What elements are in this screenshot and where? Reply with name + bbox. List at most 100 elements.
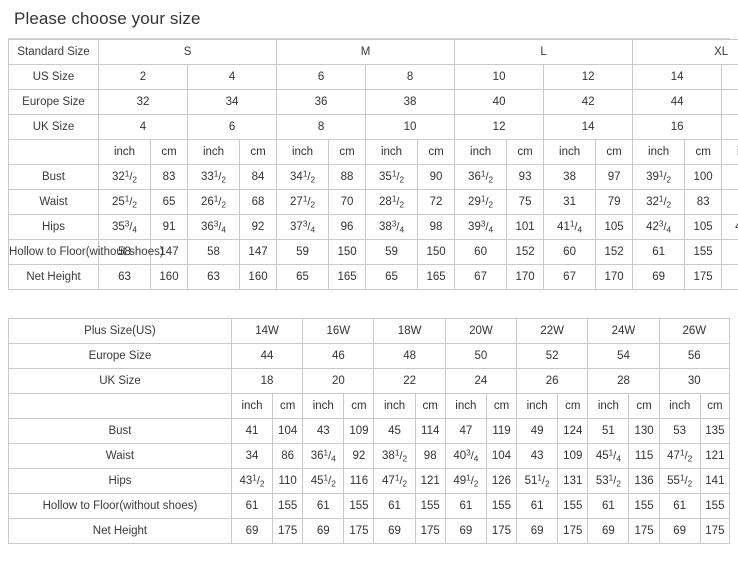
us-size-cell: 12 [543,64,634,90]
plus-net-height-inch-cell: 69 [587,518,630,544]
plus-waist-cm-cell: 98 [414,443,446,469]
plus-net-height-cm-cell: 175 [414,518,446,544]
plus-hips-inch-cell: 551/2 [658,468,701,494]
plus-waist-cm-cell: 115 [628,443,660,469]
hips-cm-cell: 91 [150,214,188,240]
us-size-cell: 16 [721,64,738,90]
plus-bust-cm-cell: 104 [272,418,304,444]
net-height-cm-cell: 170 [506,264,545,290]
table-spacer [8,290,730,318]
uk-size-row: UK Size4681012141618 [8,114,738,140]
us-size-cell: 8 [365,64,456,90]
unit-inch-header: inch [365,139,419,165]
plus-hollow-to-floor-cm-cell: 155 [414,493,446,519]
bust-inch-cell: 351/2 [365,164,419,190]
plus-bust-cm-cell: 119 [485,418,518,444]
size-group-xl: XL [632,39,738,65]
plus-plus-size-cell: 18W [373,318,446,344]
europe-size-cell: 42 [543,89,634,115]
plus-hips-inch-cell: 471/2 [373,468,416,494]
plus-hollow-to-floor-inch-cell: 61 [658,493,701,519]
plus-hips-row: Hips 431/2 110 451/2 116 471/2 121 491/2 126 511/… [8,468,731,494]
plus-waist-inch-cell: 43 [516,443,559,469]
plus-plus-size-cell: 14W [230,318,304,344]
row-label-us-size: US Size [8,64,99,90]
unit-row-label-blank [8,139,99,165]
waist-inch-cell: 34 [721,189,738,215]
plus-europe-size-cell: 50 [444,343,518,369]
size-group-l: L [454,39,634,65]
plus-europe-size-cell: 46 [302,343,375,369]
plus-unit-cm-header: cm [628,393,660,419]
waist-inch-cell: 291/2 [454,189,508,215]
waist-cm-cell: 68 [238,189,278,215]
net-height-cm-cell: 165 [417,264,456,290]
uk-size-row-plus: UK Size 18 20 22 24 26 28 30 [8,368,731,394]
net-height-cm-cell: 165 [328,264,367,290]
plus-bust-inch-cell: 41 [230,418,274,444]
plus-waist-inch-cell: 451/4 [587,443,630,469]
bust-inch-cell: 361/2 [454,164,508,190]
europe-size-row-plus: Europe Size 44 46 48 50 52 54 56 [8,343,731,369]
hips-inch-cell: 383/4 [365,214,419,240]
us-size-cell: 4 [186,64,278,90]
unit-header-row-plus: inch cm inch cm inch cm inch cm inch cm inch cm inch… [8,393,731,419]
plus-size-row-plus: Plus Size(US) 14W 16W 18W 20W 22W 24W 26W [8,318,731,344]
hips-cm-cell: 105 [684,214,723,240]
plus-bust-cm-cell: 124 [557,418,589,444]
plus-hollow-to-floor-inch-cell: 61 [516,493,559,519]
hips-cm-cell: 98 [417,214,456,240]
plus-waist-cm-cell: 104 [485,443,518,469]
size-group-m: M [276,39,456,65]
plus-europe-size-cell: 44 [230,343,304,369]
hollow-to-floor-cm-cell: 152 [506,239,545,265]
europe-size-cell: 44 [632,89,723,115]
plus-hips-inch-cell: 511/2 [516,468,559,494]
net-height-inch-cell: 67 [543,264,597,290]
hips-inch-cell: 411/4 [543,214,597,240]
hips-cm-cell: 96 [328,214,367,240]
plus-uk-size-cell: 22 [373,368,446,394]
plus-unit-cm-header: cm [343,393,375,419]
waist-cm-cell: 65 [150,189,188,215]
row-label-standard-size: Standard Size [8,39,99,65]
hips-inch-cell: 353/4 [98,214,151,240]
plus-hollow-to-floor-cm-cell: 155 [343,493,375,519]
hollow-to-floor-inch-cell: 60 [543,239,597,265]
plus-net-height-inch-cell: 69 [302,518,345,544]
unit-cm-header: cm [417,139,456,165]
plus-unit-inch-header: inch [658,393,701,419]
net-height-inch-cell: 67 [454,264,508,290]
plus-plus-size-cell: 22W [516,318,589,344]
plus-unit-inch-header: inch [516,393,559,419]
row-label-hips: Hips [8,214,99,240]
plus-net-height-cm-cell: 175 [628,518,660,544]
plus-bust-inch-cell: 51 [587,418,630,444]
bust-cm-cell: 93 [506,164,545,190]
bust-cm-cell: 88 [328,164,367,190]
plus-hips-inch-cell: 431/2 [230,468,274,494]
plus-waist-row: Waist 34 86 361/4 92 381/2 98 403/4 104 43 109 451/… [8,443,731,469]
us-size-cell: 10 [454,64,545,90]
plus-unit-inch-header: inch [302,393,345,419]
row-label-plus-uk-size: UK Size [8,368,232,394]
bust-cm-cell: 90 [417,164,456,190]
waist-inch-cell: 281/2 [365,189,419,215]
net-height-row: Net Height 63 160 63 160 65 165 65 165 67 170 67 170… [8,264,738,290]
plus-europe-size-cell: 56 [658,343,731,369]
plus-unit-inch-header: inch [444,393,487,419]
plus-hips-inch-cell: 531/2 [587,468,630,494]
bust-cm-cell: 83 [150,164,188,190]
bust-inch-cell: 391/2 [632,164,686,190]
waist-inch-cell: 261/2 [187,189,240,215]
uk-size-cell: 8 [276,114,367,140]
plus-bust-cm-cell: 109 [343,418,375,444]
hips-inch-cell: 373/4 [276,214,330,240]
row-label-bust: Bust [8,164,99,190]
plus-uk-size-cell: 30 [658,368,731,394]
hips-cm-cell: 105 [595,214,634,240]
waist-inch-cell: 271/2 [276,189,330,215]
bust-inch-cell: 41 [721,164,738,190]
